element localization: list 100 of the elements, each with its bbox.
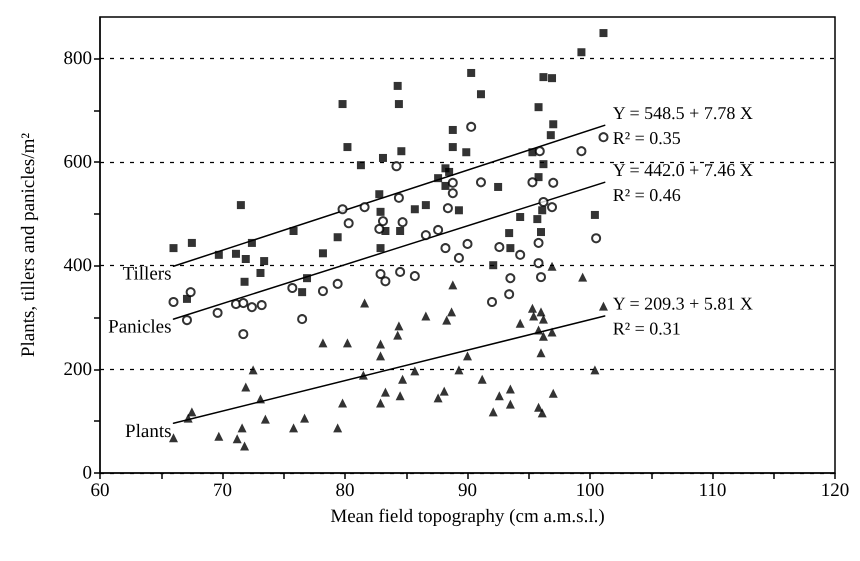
point bbox=[462, 148, 470, 156]
point bbox=[442, 203, 453, 214]
point bbox=[547, 202, 558, 212]
point bbox=[487, 297, 497, 307]
point bbox=[248, 238, 256, 247]
point bbox=[454, 365, 464, 374]
x-tick-label: 70 bbox=[213, 480, 232, 501]
point bbox=[256, 268, 264, 277]
point bbox=[454, 206, 463, 214]
point bbox=[298, 288, 306, 296]
point bbox=[375, 190, 384, 198]
point bbox=[463, 351, 472, 360]
point bbox=[441, 182, 450, 190]
point bbox=[494, 242, 504, 252]
point bbox=[376, 208, 385, 216]
point bbox=[433, 224, 444, 235]
point bbox=[410, 366, 420, 376]
point bbox=[420, 230, 431, 240]
point bbox=[394, 321, 404, 330]
series-label: Plants bbox=[125, 420, 172, 442]
point bbox=[434, 174, 442, 182]
point bbox=[488, 407, 498, 416]
point bbox=[236, 201, 245, 210]
point bbox=[338, 204, 348, 214]
point bbox=[232, 250, 240, 258]
annotation: Y = 209.3 + 5.81 X R² = 0.31 bbox=[612, 293, 753, 338]
point bbox=[539, 73, 548, 82]
point bbox=[548, 74, 556, 82]
point bbox=[212, 308, 223, 318]
point bbox=[395, 266, 406, 277]
point bbox=[168, 297, 178, 307]
point bbox=[448, 143, 457, 152]
point bbox=[506, 384, 515, 394]
point bbox=[590, 365, 600, 374]
point bbox=[356, 161, 365, 170]
point bbox=[448, 280, 458, 290]
point bbox=[170, 244, 178, 252]
point bbox=[590, 210, 599, 219]
point bbox=[397, 147, 406, 156]
point bbox=[516, 213, 524, 222]
point bbox=[506, 400, 515, 409]
point bbox=[538, 332, 548, 341]
point bbox=[376, 339, 386, 348]
point bbox=[184, 414, 193, 423]
point bbox=[380, 276, 390, 286]
point bbox=[376, 269, 386, 280]
x-tick-label: 120 bbox=[820, 480, 850, 501]
point bbox=[494, 391, 504, 400]
point bbox=[214, 432, 224, 441]
point bbox=[422, 201, 430, 210]
point bbox=[238, 423, 247, 432]
point bbox=[398, 374, 408, 384]
point bbox=[505, 273, 516, 284]
point bbox=[467, 68, 476, 77]
y-tick-label: 0 bbox=[82, 462, 92, 484]
point bbox=[533, 215, 542, 224]
point bbox=[462, 238, 472, 249]
series-label: Panicles bbox=[108, 316, 172, 338]
point bbox=[577, 48, 586, 56]
point bbox=[242, 254, 250, 263]
point bbox=[358, 370, 368, 380]
point bbox=[527, 177, 538, 188]
point bbox=[536, 272, 546, 282]
point bbox=[534, 238, 544, 248]
point bbox=[187, 407, 196, 416]
point bbox=[297, 314, 308, 324]
point bbox=[440, 243, 450, 254]
point bbox=[538, 408, 547, 418]
y-tick-label: 800 bbox=[64, 48, 92, 69]
point bbox=[300, 414, 310, 423]
point bbox=[442, 316, 452, 325]
point bbox=[318, 286, 328, 296]
y-tick-label: 400 bbox=[64, 255, 92, 276]
point bbox=[448, 178, 458, 188]
point bbox=[289, 423, 298, 432]
point bbox=[506, 244, 514, 252]
point bbox=[410, 205, 419, 214]
point bbox=[454, 252, 464, 263]
point bbox=[534, 103, 543, 112]
point bbox=[334, 233, 342, 242]
point bbox=[256, 394, 265, 404]
point bbox=[528, 304, 537, 313]
point bbox=[338, 398, 348, 408]
x-tick-label: 100 bbox=[576, 480, 604, 501]
point bbox=[538, 206, 546, 214]
annotation: Y = 548.5 + 7.78 X R² = 0.35 bbox=[612, 102, 753, 148]
point bbox=[466, 122, 476, 132]
point bbox=[391, 161, 402, 172]
y-axis-title: Plants, tillers and panicles/m² bbox=[18, 132, 39, 358]
point bbox=[374, 224, 384, 234]
point bbox=[421, 311, 430, 320]
point bbox=[537, 228, 545, 236]
point bbox=[536, 348, 546, 358]
point bbox=[360, 202, 370, 212]
point bbox=[476, 177, 486, 188]
point bbox=[318, 338, 328, 348]
point bbox=[338, 100, 347, 108]
point bbox=[238, 329, 248, 340]
point bbox=[598, 302, 608, 311]
x-tick-label: 60 bbox=[90, 480, 110, 501]
